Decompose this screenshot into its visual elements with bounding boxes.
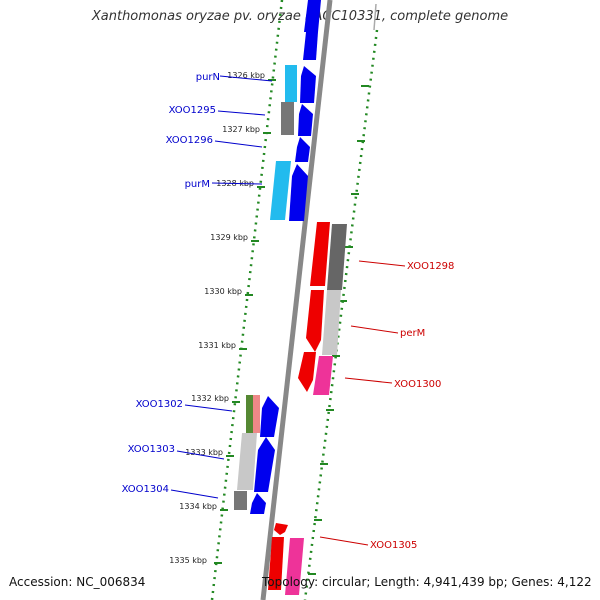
tick-label: 1326 kbp [227,71,265,80]
tick-label: 1331 kbp [198,341,236,350]
cog-bar-perM [322,290,341,355]
tick-label: 1330 kbp [204,287,242,296]
gene-xoo1305-b [268,537,284,590]
forward-strand-genes [250,0,321,514]
label-xoo1304[interactable]: XOO1304 [122,484,169,495]
label-xoo1303[interactable]: XOO1303 [128,444,175,455]
label-xoo1298[interactable]: XOO1298 [407,261,454,272]
right-track-outline [303,29,379,600]
label-xoo1302[interactable]: XOO1302 [136,399,183,410]
cog-bar-xoo1300 [313,356,333,395]
genome-summary-text: Topology: circular; Length: 4,941,439 bp… [262,575,592,589]
left-leader-lines [170,75,273,499]
cog-bar-xoo1305 [285,538,304,595]
cog-bar-xoo1298 [327,224,347,290]
label-xoo1305[interactable]: XOO1305 [370,540,417,551]
cog-bar-xoo1302-b [253,395,260,433]
gene-xoo1296 [295,137,310,162]
right-leader-lines [319,260,406,546]
label-xoo1296[interactable]: XOO1296 [166,135,213,146]
genome-title: Xanthomonas oryzae pv. oryzae KACC10331,… [91,9,509,24]
label-purN[interactable]: purN [196,72,220,83]
gene-xoo1302 [260,396,279,437]
reverse-strand-genes [268,222,330,590]
left-track-outline [210,0,284,600]
gene-xoo1304 [250,493,266,514]
tick-label: 1334 kbp [179,502,217,511]
track-end-mark [373,3,377,31]
cog-bar-xoo1295 [281,102,294,135]
right-track-ticks [308,85,369,575]
cog-bar-xoo1302-a [246,395,254,433]
gene-xoo1295 [298,104,313,136]
tick-label: 1327 kbp [222,125,260,134]
gene-xoo1305-a [274,523,288,535]
tick-label: 1329 kbp [210,233,248,242]
gene-perM [306,290,324,352]
tick-label: 1332 kbp [191,394,229,403]
gene-xoo1303 [254,437,275,492]
cog-bar-purM [270,161,291,220]
genome-backbone [260,0,333,600]
gene-purN [300,66,316,103]
label-purM[interactable]: purM [185,179,210,190]
label-xoo1300[interactable]: XOO1300 [394,379,441,390]
gene-xoo1300 [298,352,316,392]
tick-label: 1333 kbp [185,448,223,457]
cog-bar-xoo1303 [237,433,257,490]
gene-xoo1298 [310,222,330,286]
label-xoo1295[interactable]: XOO1295 [169,105,216,116]
cog-bar-xoo1304 [234,491,247,510]
scale-ticks [214,79,276,564]
label-perM[interactable]: perM [400,328,425,339]
tick-label: 1335 kbp [169,556,207,565]
accession-text: Accession: NC_006834 [9,575,146,589]
gene-purM [289,164,308,221]
cog-bar-purN [285,65,297,102]
